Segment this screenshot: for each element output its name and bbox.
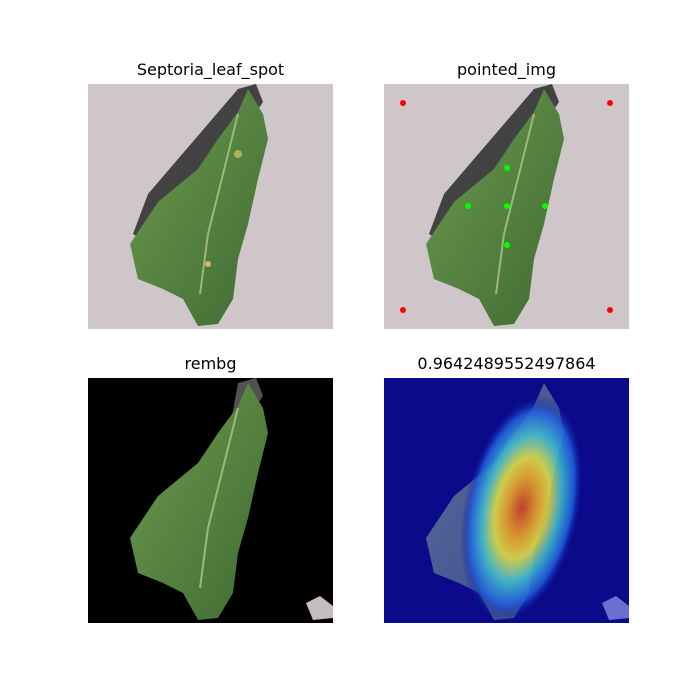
corner-marker bbox=[607, 100, 613, 106]
original-leaf-image bbox=[88, 84, 333, 329]
panel-title-rembg: rembg bbox=[184, 354, 237, 373]
pointed-leaf-image bbox=[384, 84, 629, 329]
center-marker bbox=[504, 165, 510, 171]
center-marker bbox=[504, 203, 510, 209]
panel-title-pointed: pointed_img bbox=[457, 60, 556, 79]
center-marker bbox=[542, 203, 548, 209]
corner-marker bbox=[400, 100, 406, 106]
center-marker bbox=[465, 203, 471, 209]
rembg-leaf-image bbox=[88, 378, 333, 623]
corner-marker bbox=[607, 307, 613, 313]
panel-title-score: 0.9642489552497864 bbox=[417, 354, 596, 373]
corner-marker bbox=[400, 307, 406, 313]
panel-title-original: Septoria_leaf_spot bbox=[136, 60, 285, 79]
center-marker bbox=[504, 242, 510, 248]
heatmap-overlay-image bbox=[384, 378, 629, 623]
